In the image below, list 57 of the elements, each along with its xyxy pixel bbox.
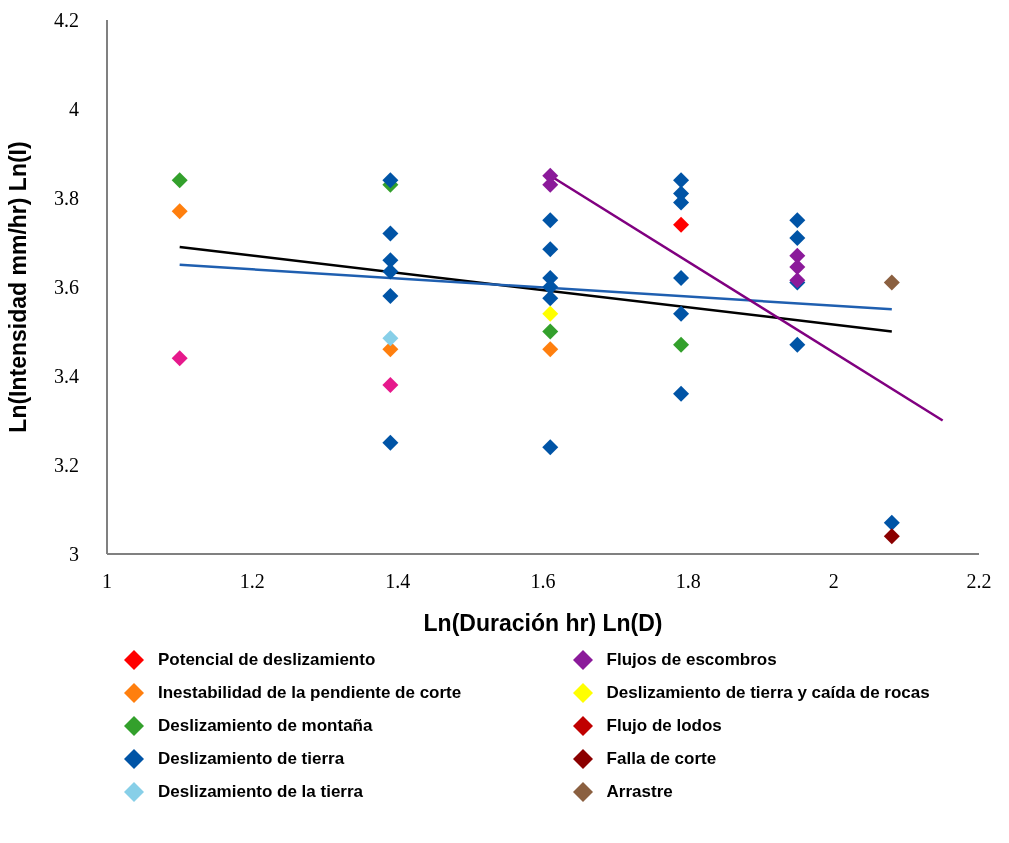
x-tick-label: 2.2	[966, 570, 992, 593]
legend-label: Deslizamiento de montaña	[158, 716, 373, 736]
point	[789, 212, 806, 229]
y-tick-label: 3	[69, 543, 79, 566]
point	[382, 287, 399, 304]
point	[171, 350, 188, 367]
point	[883, 274, 900, 291]
legend-label: Inestabilidad de la pendiente de corte	[158, 683, 462, 703]
x-tick-label: 1.4	[385, 570, 411, 593]
legend-label: Flujos de escombros	[606, 650, 777, 670]
x-tick-label: 1.8	[675, 570, 701, 593]
x-axis-title: Ln(Duración hr) Ln(D)	[423, 610, 663, 636]
point	[673, 172, 690, 189]
point	[382, 172, 399, 189]
point	[382, 376, 399, 393]
point	[542, 212, 559, 229]
x-tick-label: 1.6	[530, 570, 556, 593]
y-tick-label: 3.4	[54, 365, 79, 388]
point	[382, 434, 399, 451]
legend-label: Deslizamiento de tierra y caída de rocas	[606, 683, 930, 703]
legend-label: Falla de corte	[606, 749, 717, 769]
y-tick-label: 3.2	[54, 454, 79, 477]
y-tick-label: 4	[69, 98, 79, 121]
point	[789, 230, 806, 247]
point	[542, 323, 559, 340]
legend-label: Arrastre	[606, 782, 673, 802]
point	[542, 439, 559, 456]
point	[542, 341, 559, 358]
legend-label: Potencial de deslizamiento	[158, 650, 376, 670]
point	[542, 290, 559, 307]
point	[382, 341, 399, 358]
point	[542, 305, 559, 322]
legend-label: Deslizamiento de la tierra	[158, 782, 364, 802]
legend-label: Deslizamiento de tierra	[158, 749, 345, 769]
point	[673, 216, 690, 233]
point	[382, 225, 399, 242]
point	[789, 247, 806, 264]
point	[789, 336, 806, 353]
x-tick-label: 1.2	[239, 570, 265, 593]
y-axis-title: Ln(Intensidad mm/hr) Ln(I)	[5, 141, 32, 433]
x-tick-label: 1	[102, 570, 112, 593]
point	[171, 172, 188, 189]
point	[673, 305, 690, 322]
point	[382, 263, 399, 280]
point	[382, 330, 399, 347]
point	[883, 514, 900, 531]
point	[673, 336, 690, 353]
point	[883, 528, 900, 545]
legend-label: Flujo de lodos	[606, 716, 722, 736]
point	[171, 203, 188, 220]
point	[542, 241, 559, 258]
x-tick-label: 2	[828, 570, 839, 593]
point	[673, 385, 690, 402]
y-tick-label: 3.6	[54, 276, 79, 299]
point	[673, 270, 690, 287]
y-tick-label: 3.8	[54, 187, 79, 210]
y-tick-label: 4.2	[54, 9, 79, 32]
